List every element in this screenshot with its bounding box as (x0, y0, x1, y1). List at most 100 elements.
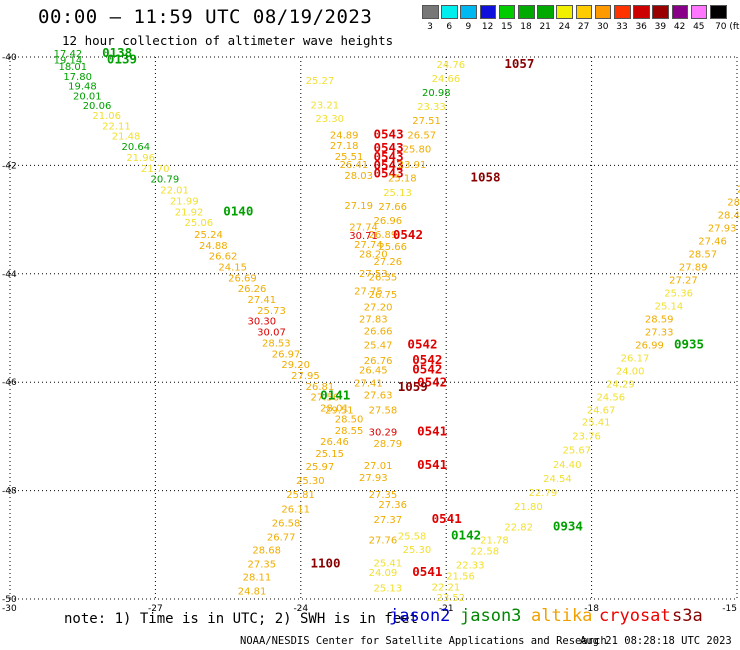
track-id-label: 0141 (320, 388, 350, 403)
wave-height-point: 28.57 (689, 250, 718, 261)
wave-height-point: 22.79 (529, 488, 558, 499)
wave-height-point: 30.29 (369, 427, 398, 438)
wave-height-point: 26.57 (407, 130, 436, 141)
colorbar-swatch (633, 5, 650, 19)
wave-height-point: 26.17 (621, 354, 650, 365)
wave-height-point: 27.93 (359, 473, 388, 484)
x-tick-label: -18 (584, 604, 599, 614)
wave-height-point: 26.96 (374, 216, 403, 227)
colorbar-swatch (652, 5, 669, 19)
wave-height-point: 28.59 (645, 315, 674, 326)
credit-line: NOAA/NESDIS Center for Satellite Applica… (240, 635, 607, 647)
wave-height-point: 26.46 (320, 437, 349, 448)
wave-height-point: 25.41 (374, 558, 403, 569)
wave-height-point: 25.66 (378, 242, 407, 253)
wave-height-point: 27.33 (645, 328, 674, 339)
track-id-label: 0138 (102, 45, 132, 60)
y-tick-label: -44 (2, 270, 17, 280)
wave-height-point: 27.63 (364, 390, 393, 401)
track-id-label: 0542 (412, 362, 442, 377)
track-id-label: 0543 (374, 158, 404, 173)
wave-height-point: 24.88 (199, 241, 228, 252)
wave-height-point: 23.52 (437, 593, 466, 604)
wave-height-point: 23.91 (398, 160, 427, 171)
y-tick-label: -50 (2, 595, 17, 605)
wave-height-point: 27.76 (369, 536, 398, 547)
wave-height-point: 25.14 (655, 302, 684, 313)
track-id-label: 0541 (412, 564, 442, 579)
wave-height-point: 25.51 (335, 152, 364, 163)
legend-jason3: jason3 (460, 606, 522, 626)
wave-height-point: 21.99 (170, 196, 199, 207)
colorbar-label: 21 (539, 22, 551, 32)
chart-title: 00:00 – 11:59 UTC 08/19/2023 (38, 6, 373, 28)
wave-height-point: 25.47 (364, 341, 393, 352)
wave-height-point: 25.30 (296, 476, 325, 487)
track-id-label: 0139 (107, 52, 137, 67)
colorbar-label: 9 (465, 22, 472, 32)
wave-height-point: 28.20 (359, 250, 388, 261)
wave-height-point: 25.36 (664, 289, 693, 300)
colorbar-label: 6 (446, 22, 453, 32)
x-tick-label: -30 (2, 604, 17, 614)
colorbar-swatch (460, 5, 477, 19)
wave-height-point: 20.79 (151, 175, 180, 186)
wave-height-point: 26.76 (364, 356, 393, 367)
wave-height-point: 27.27 (669, 276, 698, 287)
wave-height-point: 20.98 (422, 88, 451, 99)
wave-height-point: 27.01 (364, 461, 393, 472)
colorbar-label: 15 (501, 22, 513, 32)
wave-height-point: 24.29 (606, 380, 635, 391)
wave-height-point: 26.62 (209, 252, 238, 263)
wave-height-point: 25.27 (306, 76, 335, 87)
track-id-label: 0543 (374, 140, 404, 155)
wave-height-point: 27.18 (330, 141, 359, 152)
colorbar-label: 42 (673, 22, 686, 32)
colorbar-label: 39 (654, 22, 667, 32)
wave-height-point: 29.20 (281, 360, 310, 371)
wave-height-point: 26.97 (272, 349, 301, 360)
wave-height-point: 27.83 (359, 315, 388, 326)
track-id-label: 0541 (417, 423, 447, 438)
legend-altika: altika (531, 606, 593, 626)
track-id-label: 0935 (674, 337, 704, 352)
wave-height-point: 25.80 (403, 144, 432, 155)
wave-height-point: 24.09 (369, 568, 398, 579)
wave-height-point: 26.41 (340, 160, 369, 171)
wave-height-point: 22.33 (456, 561, 485, 572)
wave-height-point: 27.95 (291, 371, 320, 382)
wave-height-point: 21.78 (480, 536, 509, 547)
footer-note: note: 1) Time is in UTC; 2) SWH is in fe… (64, 611, 419, 627)
x-tick-label: -24 (293, 604, 308, 614)
colorbar-label: 70 (ft) (715, 22, 740, 32)
colorbar-label: 30 (597, 22, 609, 32)
track-id-label: 0542 (417, 375, 447, 390)
y-tick-label: -46 (2, 378, 17, 388)
x-tick-label: -27 (148, 604, 163, 614)
wave-height-point: 24.15 (218, 263, 247, 274)
wave-height-point: 28.53 (262, 338, 291, 349)
wave-height-point: 26.77 (267, 532, 296, 543)
wave-height-point: 28.01 (320, 403, 349, 414)
wave-height-point: 27.20 (364, 303, 393, 314)
y-tick-label: -42 (2, 161, 17, 171)
wave-height-point: 21.80 (514, 502, 543, 513)
colorbar-label: 18 (520, 22, 532, 32)
wave-height-point: 28.50 (727, 198, 740, 209)
wave-height-point: 27.75 (354, 286, 383, 297)
wave-height-point: 21.96 (126, 153, 155, 164)
wave-height-point: 26.45 (359, 366, 388, 377)
wave-height-point: 22.01 (160, 186, 189, 197)
wave-height-point: 25.41 (582, 418, 611, 429)
wave-height-point: 24.76 (437, 60, 466, 71)
wave-height-point: 21.56 (446, 571, 475, 582)
colorbar-label: 27 (577, 22, 590, 32)
wave-height-point: 26.35 (369, 272, 398, 283)
colorbar-label: 24 (558, 22, 571, 32)
wave-height-point: 22.21 (432, 582, 461, 593)
wave-height-point: 29.51 (325, 406, 354, 417)
colorbar-swatch (537, 5, 554, 19)
wave-height-point: 27.66 (378, 202, 407, 213)
wave-height-point: 27.26 (374, 257, 403, 268)
